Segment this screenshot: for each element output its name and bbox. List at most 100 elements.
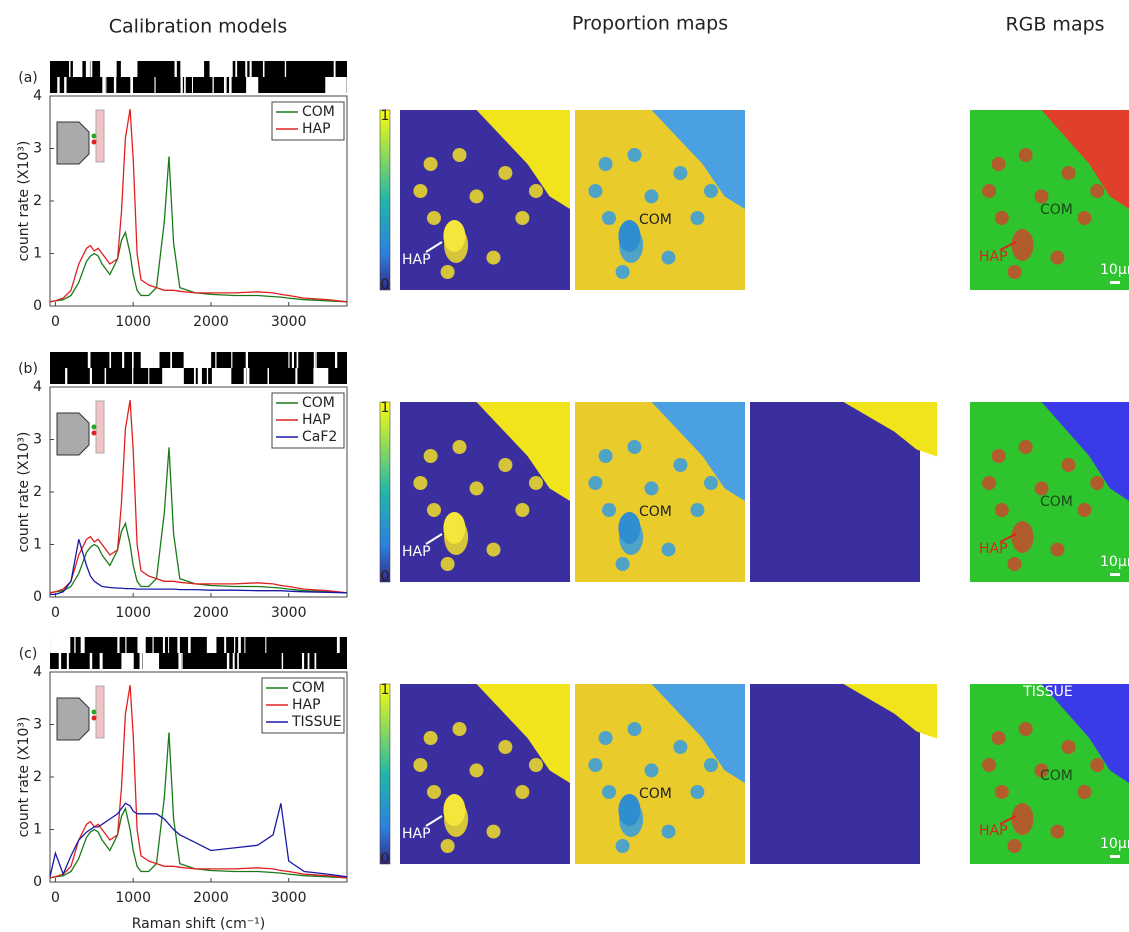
map-blob xyxy=(440,557,455,571)
y-tick-label: 2 xyxy=(33,769,42,785)
barcode-gap xyxy=(334,352,337,368)
y-tick-label: 0 xyxy=(33,298,42,314)
dot xyxy=(91,133,97,139)
rgb-blob xyxy=(1011,229,1034,261)
map-blob xyxy=(427,211,441,225)
barcode-gap xyxy=(238,637,241,653)
barcode-gap xyxy=(154,77,156,93)
rgb-blob xyxy=(994,211,1009,225)
probe-icon xyxy=(56,121,90,165)
map-blob xyxy=(615,265,630,279)
map-blob xyxy=(529,476,543,490)
x-tick-label: 2000 xyxy=(193,314,229,330)
map-blob xyxy=(452,148,467,162)
rgb-label: COM xyxy=(1040,768,1073,784)
map-blob xyxy=(515,503,530,517)
map-blob xyxy=(661,542,676,557)
rgb-blob xyxy=(1034,481,1049,496)
barcode-gap xyxy=(245,61,248,77)
rgb-blob xyxy=(1011,803,1034,835)
rgb-blob xyxy=(994,503,1009,517)
map-blob xyxy=(423,731,438,745)
barcode-gap xyxy=(122,352,125,368)
y-tick-label: 3 xyxy=(33,717,42,733)
barcode-gap xyxy=(209,61,233,77)
barcode-gap xyxy=(323,368,326,384)
map-blob xyxy=(644,189,659,204)
spectrum-line xyxy=(49,684,348,879)
rgb-blob xyxy=(1018,722,1033,736)
map-blob xyxy=(452,440,467,454)
map-blob xyxy=(423,157,438,171)
barcode-gap xyxy=(325,77,347,93)
map xyxy=(750,684,920,864)
colorbar xyxy=(379,401,391,583)
legend-label: HAP xyxy=(292,697,321,713)
map-region xyxy=(843,684,937,739)
map-label: HAP xyxy=(402,544,431,560)
legend-label: COM xyxy=(292,680,325,696)
map-blob xyxy=(690,785,705,799)
map-blob xyxy=(515,785,530,799)
barcode-gap xyxy=(315,352,317,368)
rgb-blob xyxy=(1090,476,1105,490)
scale-bar xyxy=(1110,573,1120,576)
barcode-gap xyxy=(246,77,259,93)
map-blob xyxy=(413,476,428,490)
spectrum-line xyxy=(49,447,348,594)
spectrum-line xyxy=(49,108,348,303)
barcode-gap xyxy=(168,637,170,653)
barcode-gap xyxy=(87,61,90,77)
colorbar-tick: 1 xyxy=(381,400,390,416)
barcode-gap xyxy=(148,368,150,384)
rgb-blob xyxy=(1061,740,1076,754)
x-tick-label: 1000 xyxy=(115,314,151,330)
barcode-gap xyxy=(187,352,190,368)
map-blob xyxy=(661,250,676,265)
map-blob xyxy=(469,763,484,778)
barcode-gap xyxy=(183,352,200,368)
map-label: COM xyxy=(639,504,672,520)
barcode-gap xyxy=(180,77,183,93)
x-tick-label: 3000 xyxy=(271,605,307,621)
x-tick-label: 2000 xyxy=(193,890,229,906)
rgb-blob xyxy=(1007,557,1022,571)
barcode-gap xyxy=(333,61,336,77)
barcode-gap xyxy=(74,637,76,653)
map-blob xyxy=(690,503,705,517)
sample-icon xyxy=(95,400,105,454)
barcode-gap xyxy=(212,77,214,93)
barcode-gap xyxy=(90,61,93,77)
barcode-gap xyxy=(265,637,267,653)
label-pointer xyxy=(999,241,1017,251)
barcode-gap xyxy=(87,352,91,368)
rgb-blob xyxy=(1090,758,1105,772)
map-blob xyxy=(440,265,455,279)
rgb-blob xyxy=(1050,542,1065,557)
map-blob xyxy=(673,166,688,180)
barcode-gap xyxy=(58,653,62,669)
barcode-gap xyxy=(307,653,310,669)
map-blob xyxy=(598,731,613,745)
rgb-blob xyxy=(991,157,1006,171)
barcode-gap xyxy=(100,653,103,669)
rgb-blob xyxy=(991,731,1006,745)
panel-label: (a) xyxy=(18,70,38,86)
label-pointer xyxy=(425,241,443,253)
dot xyxy=(91,709,97,715)
barcode-gap xyxy=(125,637,127,653)
barcode-gap xyxy=(301,653,305,669)
rgb-blob xyxy=(982,184,997,198)
y-tick-label: 1 xyxy=(33,246,42,262)
barcode-gap xyxy=(152,637,154,653)
map-blob xyxy=(469,189,484,204)
map-blob xyxy=(588,184,603,198)
scale-label: 10µm xyxy=(1100,836,1129,852)
sample-icon xyxy=(95,685,105,739)
dot xyxy=(91,139,97,145)
probe-icon xyxy=(56,412,90,456)
barcode-gap xyxy=(64,77,67,93)
map-blob xyxy=(618,220,641,252)
map-blob xyxy=(443,512,466,544)
